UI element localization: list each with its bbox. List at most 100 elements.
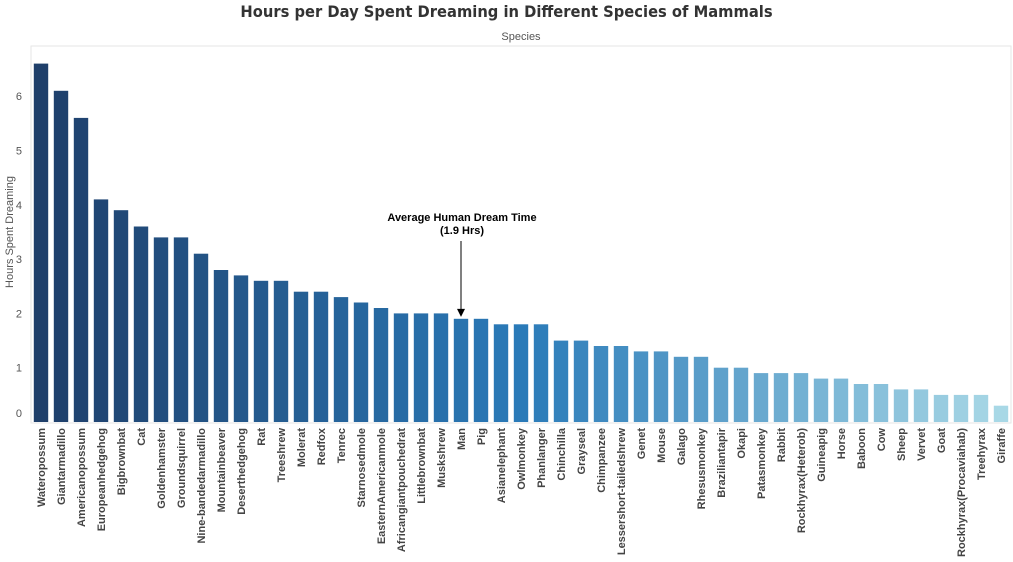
x-tick-label: Braziliantapir [716, 427, 728, 497]
bar-deserthedgehog [233, 275, 249, 422]
bar-treeshrew [273, 280, 289, 422]
x-tick-label: Chimpanzee [596, 428, 608, 493]
x-tick-label: Chinchilla [556, 427, 568, 480]
x-tick-label: Baboon [856, 428, 868, 469]
x-tick-label: EasternAmericanmole [376, 428, 388, 544]
x-tick-label: Redfox [316, 427, 328, 465]
annotation-line-1: Average Human Dream Time [387, 212, 536, 224]
x-axis-title: Species [501, 31, 541, 43]
bars [33, 63, 1009, 423]
bar-molerat [293, 291, 309, 422]
x-tick-label: Mouse [656, 428, 668, 463]
x-tick-label: Galago [676, 428, 688, 466]
y-tick-label: 1 [16, 363, 22, 375]
bar-braziliantapir [713, 367, 729, 422]
bar-rockhyrax-procaviahab- [953, 394, 969, 422]
annotation-arrow-head [457, 308, 465, 317]
bar-chimpanzee [593, 346, 609, 422]
y-tick-label: 0 [16, 408, 22, 420]
bar-mountainbeaver [213, 270, 229, 422]
x-tick-label: Treehyrax [976, 427, 988, 480]
x-tick-label: Man [456, 428, 468, 450]
bar-nine-bandedarmadillo [193, 253, 209, 422]
bar-groundsquirrel [173, 237, 189, 422]
x-tick-label: Nine-bandedarmadillo [196, 428, 208, 544]
x-tick-label: Rabbit [776, 428, 788, 463]
bar-man [453, 318, 469, 422]
y-axis-ticks: 0 1 2 3 4 5 6 [16, 91, 22, 420]
bar-owlmonkey [513, 324, 529, 422]
bar-goat [933, 394, 949, 422]
x-tick-label: Africangiantpouchedrat [396, 428, 408, 552]
bar-baboon [853, 384, 869, 422]
x-tick-label: Lessershort-tailedshrew [616, 428, 628, 556]
bar-wateropossum [33, 63, 49, 422]
bar-phanlanger [533, 324, 549, 422]
bar-americanopossum [73, 117, 89, 423]
bar-rockhyrax-heterob- [793, 373, 809, 422]
bar-europeanhedgehog [93, 199, 109, 422]
bar-horse [833, 378, 849, 422]
bar-vervet [913, 389, 929, 422]
bar-littlebrownbat [413, 313, 429, 422]
bar-asianelephant [493, 324, 509, 422]
annotation: Average Human Dream Time (1.9 Hrs) [387, 212, 537, 317]
x-tick-label: Patasmonkey [756, 427, 768, 499]
x-tick-label: Grayseal [576, 428, 588, 474]
bar-rat [253, 280, 269, 422]
chart-title: Hours per Day Spent Dreaming in Differen… [240, 2, 773, 21]
x-tick-label: Giantarmadillo [56, 428, 68, 505]
bar-galago [673, 356, 689, 422]
plot-frame [30, 45, 1012, 424]
x-tick-label: Rat [256, 428, 268, 446]
bar-okapi [733, 367, 749, 422]
x-tick-label: Pig [476, 428, 488, 445]
x-axis-tick-labels: Wateropossum Giantarmadillo Americanopossu… [36, 427, 1008, 557]
y-tick-label: 6 [16, 91, 22, 103]
x-tick-label: Owlmonkey [516, 427, 528, 490]
bar-rabbit [773, 373, 789, 422]
x-tick-label: Littlebrownbat [416, 428, 428, 504]
x-tick-label: Rockhyrax(Procaviahab) [956, 428, 968, 557]
x-tick-label: Asianelephant [496, 428, 508, 504]
x-tick-label: Starnosedmole [356, 428, 368, 507]
bar-starnosedmole [353, 302, 369, 422]
x-tick-label: Genet [636, 428, 648, 460]
bar-muskshrew [433, 313, 449, 422]
bar-guineapig [813, 378, 829, 422]
x-tick-label: Muskshrew [436, 428, 448, 488]
bar-cow [873, 384, 889, 422]
x-tick-label: Horse [836, 428, 848, 459]
bar-pig [473, 318, 489, 422]
bar-bigbrownbat [113, 210, 129, 422]
y-axis-title: Hours Spent Dreaming [4, 176, 16, 288]
bar-cat [133, 226, 149, 422]
bar-tenrec [333, 297, 349, 422]
bar-chinchilla [553, 340, 569, 422]
x-tick-label: Rockhyrax(Heterob) [796, 428, 808, 533]
bar-patasmonkey [753, 373, 769, 422]
bar-sheep [893, 389, 909, 422]
bar-giantarmadillo [53, 90, 69, 423]
bar-rhesusmonkey [693, 356, 709, 422]
x-tick-label: Phanlanger [536, 427, 548, 488]
x-tick-label: Americanopossum [76, 428, 88, 527]
bar-genet [633, 351, 649, 422]
x-tick-label: Vervet [916, 428, 928, 461]
x-tick-label: Deserthedgehog [236, 428, 248, 515]
bar-grayseal [573, 340, 589, 422]
y-tick-label: 5 [16, 146, 22, 158]
x-tick-label: Guineapig [816, 428, 828, 482]
x-tick-label: Cat [136, 428, 148, 446]
bar-giraffe [993, 405, 1009, 422]
x-tick-label: Europeanhedgehog [96, 428, 108, 531]
x-tick-label: Mountainbeaver [216, 427, 228, 512]
bar-mouse [653, 351, 669, 422]
bar-goldenhamster [153, 237, 169, 422]
bar-lessershort-tailedshrew [613, 346, 629, 422]
x-tick-label: Goldenhamster [156, 427, 168, 508]
bar-redfox [313, 291, 329, 422]
x-tick-label: Rhesusmonkey [696, 427, 708, 509]
y-tick-label: 2 [16, 308, 22, 320]
y-tick-label: 3 [16, 254, 22, 266]
